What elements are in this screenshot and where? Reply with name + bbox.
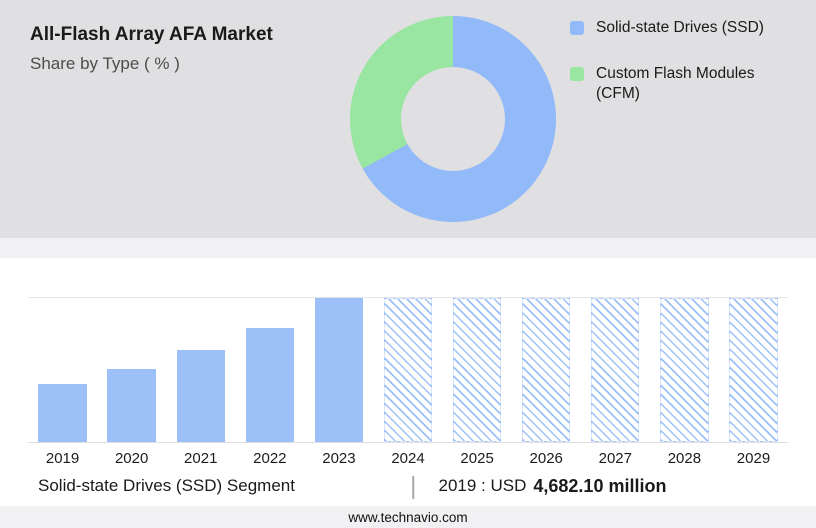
bar-slot [304, 298, 373, 442]
bar-slot [512, 298, 581, 442]
bar-historic [245, 328, 294, 442]
legend-item-cfm: Custom Flash Modules (CFM) [570, 64, 802, 104]
bars [28, 297, 788, 443]
donut-chart [350, 16, 556, 222]
x-tick-label: 2020 [114, 450, 149, 467]
footer-url: www.technavio.com [348, 510, 468, 525]
bar-slot [719, 298, 788, 442]
header: All-Flash Array AFA Market Share by Type… [30, 24, 273, 74]
bar-slot [166, 298, 235, 442]
bar-slot [443, 298, 512, 442]
x-tick-label: 2029 [736, 450, 771, 467]
bar-slot [581, 298, 650, 442]
bar-forecast [591, 298, 640, 442]
bar-forecast [522, 298, 571, 442]
legend-swatch-cfm [570, 67, 584, 82]
x-tick-label: 2024 [391, 450, 425, 467]
x-tick-label: 2025 [460, 450, 494, 467]
bar-forecast [383, 298, 433, 442]
x-axis-ticks: 2019 2020 2021 2022 2023 2024 2025 2026 2027 2028… [28, 450, 788, 467]
bar-slot [28, 298, 97, 442]
bar-chart-panel: 2019 2020 2021 2022 2023 2024 2025 2026 2027 2028… [0, 258, 816, 506]
donut-panel: All-Flash Array AFA Market Share by Type… [0, 0, 816, 238]
legend: Solid-state Drives (SSD) Custom Flash Mo… [570, 18, 802, 104]
bar-forecast [660, 298, 709, 442]
bar-historic [176, 349, 225, 442]
donut-hole [401, 67, 505, 171]
x-tick-label: 2022 [253, 450, 287, 467]
page-title: All-Flash Array AFA Market [30, 24, 273, 45]
legend-label-ssd: Solid-state Drives (SSD) [596, 19, 764, 36]
x-tick-label: 2023 [322, 450, 356, 467]
bar-forecast [452, 298, 502, 442]
legend-item-ssd: Solid-state Drives (SSD) [570, 18, 802, 38]
caption-row: Solid-state Drives (SSD) Segment | 2019 … [0, 470, 816, 502]
bar-chart: 2019 2020 2021 2022 2023 2024 2025 2026 2027 2028… [28, 297, 788, 467]
x-tick-label: 2021 [184, 450, 218, 467]
bar-forecast [729, 298, 778, 442]
bar-slot [373, 298, 442, 442]
segment-label: Solid-state Drives (SSD) Segment [38, 476, 295, 495]
x-tick-label: 2019 [45, 450, 80, 467]
caption-separator: | [410, 471, 417, 500]
legend-label-cfm: Custom Flash Modules (CFM) [596, 65, 755, 103]
bar-slot [235, 298, 304, 442]
x-tick-label: 2028 [667, 450, 702, 467]
caption-year-label: 2019 : USD [438, 476, 527, 495]
bar-historic [38, 384, 87, 442]
x-tick-label: 2027 [598, 450, 632, 467]
page-subtitle: Share by Type ( % ) [30, 54, 180, 73]
bar-historic [107, 368, 156, 442]
bar-slot [650, 298, 719, 442]
legend-swatch-ssd [570, 21, 584, 35]
bar-slot [97, 298, 166, 442]
x-tick-label: 2026 [529, 450, 563, 467]
caption-value: 4,682.10 million [533, 475, 667, 496]
bar-historic [314, 298, 364, 442]
